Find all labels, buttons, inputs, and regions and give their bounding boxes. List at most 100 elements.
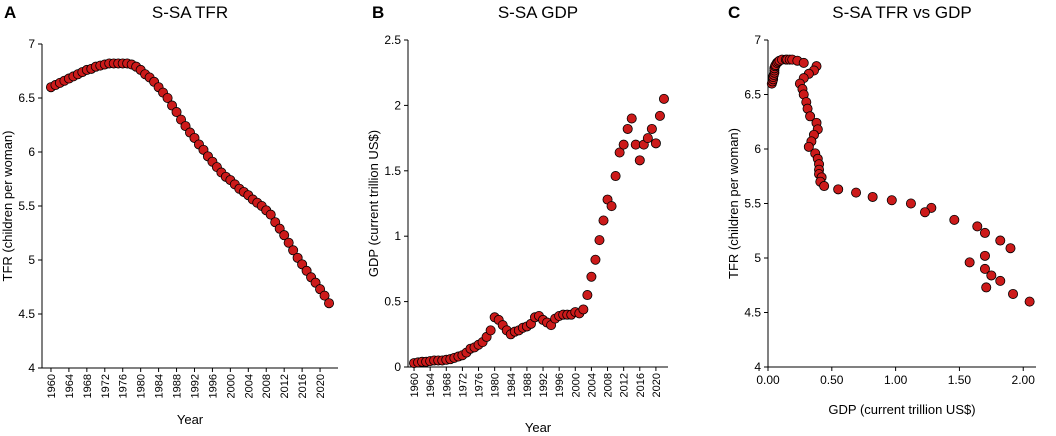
point — [1005, 243, 1016, 254]
point — [851, 187, 862, 198]
x-tick-label: 2020 — [315, 374, 327, 398]
panel-label: B — [372, 3, 384, 22]
y-tick-label: 2 — [394, 98, 401, 112]
point — [867, 191, 878, 202]
x-tick-label: 0.50 — [820, 373, 844, 387]
y-tick-label: 7 — [28, 37, 35, 51]
x-tick-label: 1960 — [409, 373, 421, 397]
point — [658, 93, 669, 104]
x-tick-label: 2000 — [570, 373, 582, 397]
point — [283, 237, 294, 248]
point — [972, 221, 983, 232]
y-tick-label: 5.5 — [744, 197, 761, 211]
x-tick-label: 1972 — [100, 374, 112, 398]
point — [979, 250, 990, 261]
y-tick-label: 6 — [28, 145, 35, 159]
x-axis-label: Year — [525, 420, 552, 435]
chart-title: S-SA TFR vs GDP — [832, 3, 972, 22]
x-tick-label: 1964 — [425, 373, 437, 397]
point — [646, 123, 657, 134]
point — [805, 111, 816, 122]
x-tick-label: 2016 — [635, 373, 647, 397]
x-tick-label: 1992 — [538, 373, 550, 397]
point — [634, 155, 645, 166]
x-tick-label: 1968 — [441, 373, 453, 397]
point — [919, 207, 930, 218]
point — [979, 263, 990, 274]
point — [279, 230, 290, 241]
x-tick-label: 1980 — [490, 373, 502, 397]
x-tick-label: 1984 — [154, 374, 166, 398]
point — [995, 275, 1006, 286]
x-tick-label: 2004 — [243, 374, 255, 398]
y-tick-label: 5 — [754, 251, 761, 265]
x-axis-label: Year — [177, 412, 204, 427]
point — [1008, 288, 1019, 299]
x-tick-label: 2008 — [261, 374, 273, 398]
point — [171, 107, 182, 118]
x-tick-label: 2000 — [225, 374, 237, 398]
x-tick-label: 1996 — [554, 373, 566, 397]
x-tick-label: 2016 — [297, 374, 309, 398]
point — [642, 133, 653, 144]
y-tick-label: 2.5 — [384, 33, 401, 47]
point — [618, 139, 629, 150]
x-tick-label: 2004 — [586, 373, 598, 397]
y-tick-label: 0 — [394, 360, 401, 374]
x-tick-label: 2020 — [651, 373, 663, 397]
x-tick-label: 0.00 — [756, 373, 780, 387]
y-tick-label: 6.5 — [744, 88, 761, 102]
y-tick-label: 4 — [754, 360, 761, 374]
x-tick-label: 2.00 — [1012, 373, 1036, 387]
panel-label: A — [4, 3, 16, 22]
y-tick-label: 4.5 — [18, 307, 35, 321]
y-tick-label: 4 — [28, 361, 35, 375]
x-tick-label: 2008 — [603, 373, 615, 397]
x-tick-label: 1984 — [506, 373, 518, 397]
x-tick-label: 2012 — [279, 374, 291, 398]
x-tick-label: 1976 — [118, 374, 130, 398]
x-tick-label: 1992 — [189, 374, 201, 398]
point — [803, 141, 814, 152]
point — [319, 290, 330, 301]
x-tick-label: 1976 — [474, 373, 486, 397]
point — [964, 257, 975, 268]
point — [614, 147, 625, 158]
y-axis-label: TFR (children per woman) — [0, 131, 15, 282]
point — [1024, 296, 1035, 307]
x-tick-label: 1.00 — [884, 373, 908, 387]
point — [886, 195, 897, 206]
point — [798, 57, 809, 68]
x-tick-label: 1.50 — [948, 373, 972, 387]
y-tick-label: 7 — [754, 33, 761, 47]
point — [590, 254, 601, 265]
y-tick-label: 1.5 — [384, 164, 401, 178]
x-tick-label: 2012 — [619, 373, 631, 397]
y-tick-label: 1 — [394, 229, 401, 243]
point — [598, 215, 609, 226]
point — [995, 235, 1006, 246]
point — [324, 298, 335, 309]
x-tick-label: 1996 — [207, 374, 219, 398]
x-tick-label: 1988 — [522, 373, 534, 397]
x-tick-label: 1988 — [172, 374, 184, 398]
x-axis-label: GDP (current trillion US$) — [828, 402, 975, 417]
y-axis-label: GDP (current trillion US$) — [366, 130, 381, 277]
panel-label: C — [728, 3, 740, 22]
point — [979, 227, 990, 238]
point — [981, 282, 992, 293]
point — [949, 214, 960, 225]
y-tick-label: 6.5 — [18, 91, 35, 105]
point — [905, 198, 916, 209]
chart-title: S-SA GDP — [498, 3, 578, 22]
point — [986, 270, 997, 281]
y-axis-label: TFR (children per woman) — [726, 128, 741, 279]
y-tick-label: 4.5 — [744, 306, 761, 320]
point — [819, 181, 830, 192]
chart-title: S-SA TFR — [152, 3, 228, 22]
point — [288, 245, 299, 256]
point — [626, 113, 637, 124]
point — [622, 123, 633, 134]
x-tick-label: 1960 — [46, 374, 58, 398]
